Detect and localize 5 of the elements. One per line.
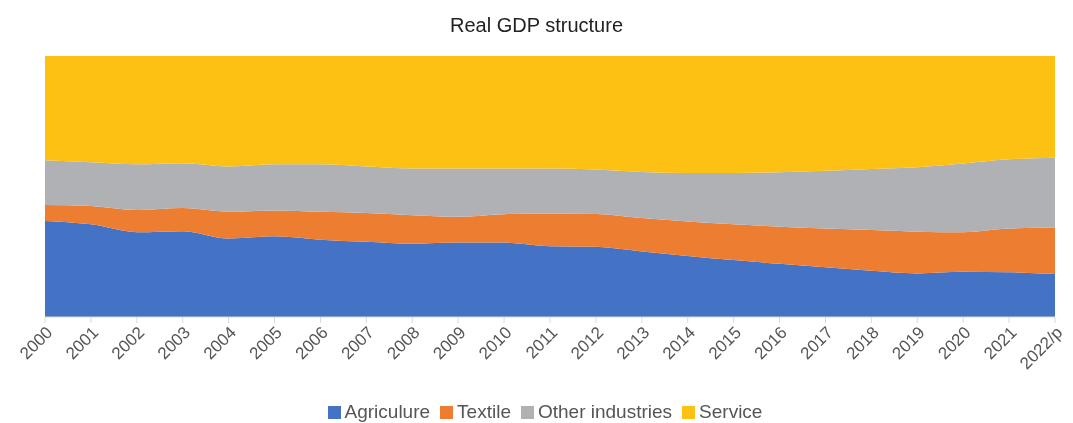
chart-title: Real GDP structure — [449, 13, 624, 38]
legend-label: Textile — [457, 401, 511, 422]
legend-label: Other industries — [537, 401, 673, 422]
legend-label: Agriculure — [344, 401, 431, 422]
legend-label: Service — [699, 401, 763, 422]
